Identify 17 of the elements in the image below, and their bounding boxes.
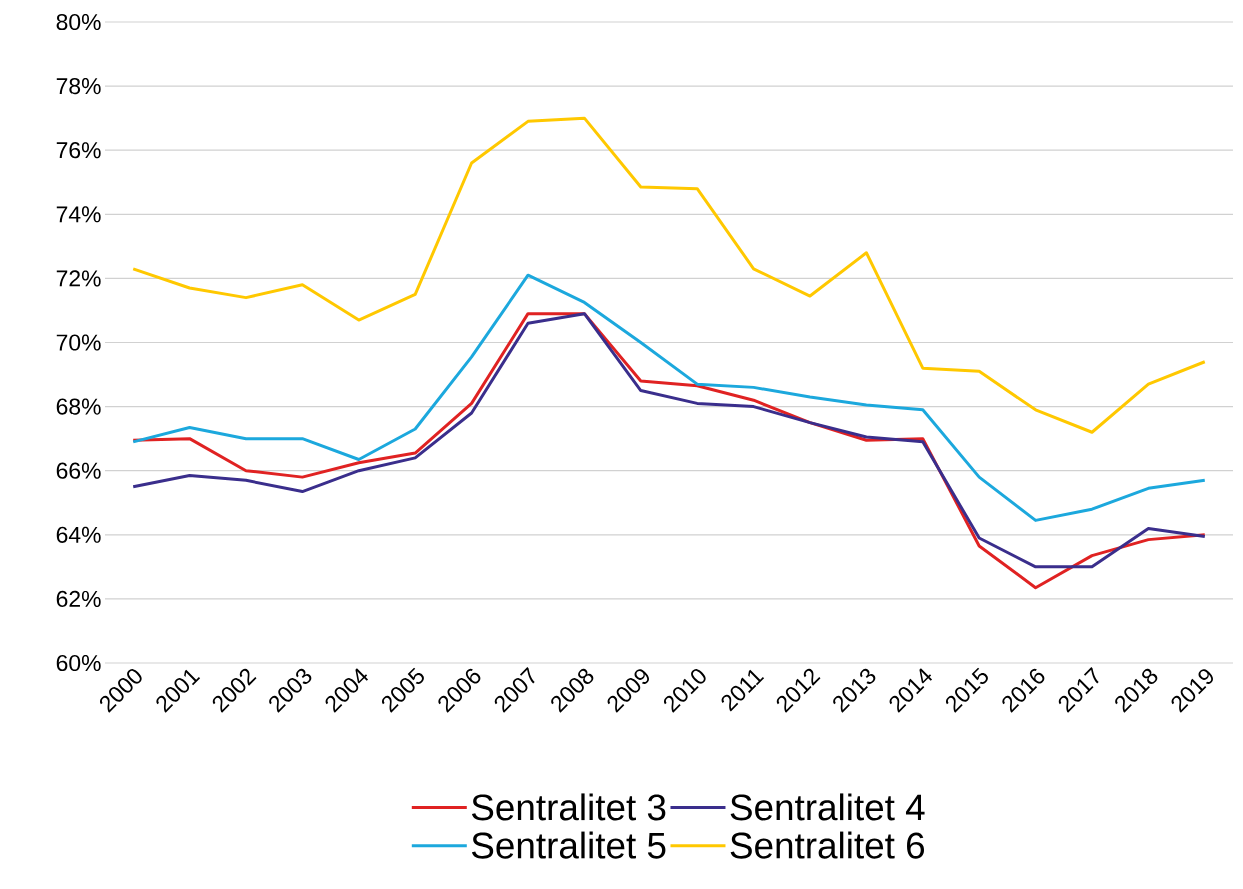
y-tick-label: 70% (56, 334, 101, 351)
y-tick-label: 76% (56, 142, 101, 159)
y-tick-label: 66% (56, 462, 101, 479)
legend-label: Sentralitet 3 (471, 793, 666, 821)
legend-label: Sentralitet 5 (471, 831, 666, 859)
y-tick-label: 78% (56, 77, 101, 95)
legend-label: Sentralitet 6 (730, 831, 925, 859)
y-tick-label: 68% (56, 398, 101, 415)
y-tick-label: 80% (56, 13, 101, 31)
y-tick-label: 74% (56, 206, 101, 223)
line-series (131, 273, 1207, 522)
y-tick-label: 64% (56, 526, 101, 543)
legend-label: Sentralitet 4 (730, 793, 925, 821)
y-tick-label: 62% (56, 590, 101, 608)
y-tick-label: 72% (56, 270, 101, 287)
line-series (131, 116, 1207, 434)
y-tick-label: 60% (56, 654, 101, 672)
